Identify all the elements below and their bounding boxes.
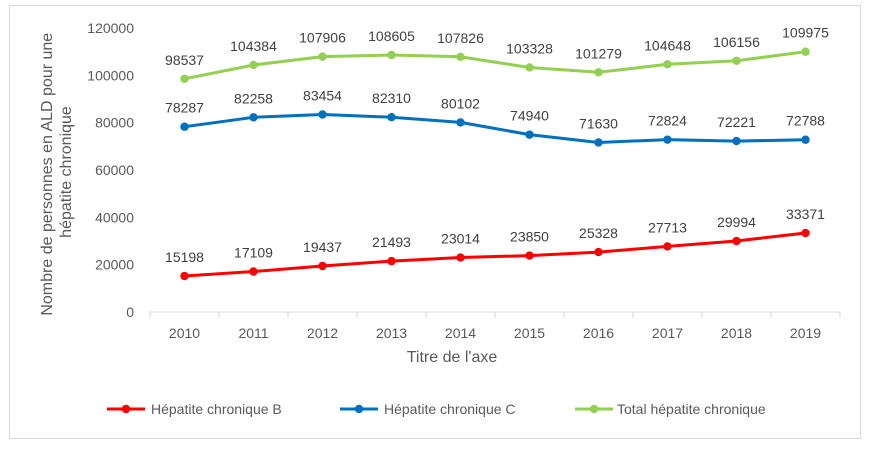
legend-swatch-marker: [354, 404, 364, 414]
data-label: 19437: [303, 239, 342, 255]
x-tick-label: 2019: [790, 325, 821, 341]
data-label: 101279: [575, 45, 622, 61]
data-point: [594, 68, 603, 77]
data-point: [732, 236, 741, 246]
x-tick-label: 2012: [307, 325, 338, 341]
data-point: [525, 251, 534, 260]
data-labels: 15198 17109 19437 21493 23014 23850 25328 27713…: [165, 25, 829, 265]
y-tick-label: 20000: [95, 257, 134, 273]
data-point: [180, 271, 189, 281]
y-tick-label: 80000: [95, 115, 134, 131]
series-lines: [180, 47, 810, 281]
series-line-2: [183, 113, 807, 144]
data-label: 23014: [441, 231, 480, 247]
data-label: 103328: [506, 40, 553, 56]
legend-item: Hépatite chronique B: [107, 401, 282, 417]
y-tick-label: 40000: [95, 209, 134, 225]
x-tick-label: 2010: [169, 325, 200, 341]
x-tick-label: 2011: [238, 325, 268, 341]
data-point: [732, 56, 741, 65]
data-label: 98537: [165, 52, 204, 68]
data-point: [387, 256, 396, 266]
data-point: [801, 228, 810, 238]
chart-frame: [9, 5, 861, 439]
data-point: [732, 136, 741, 146]
data-label: 71630: [579, 115, 618, 131]
data-label: 27713: [648, 219, 687, 235]
data-point: [249, 113, 258, 122]
x-axis-title: Titre de l'axe: [407, 349, 498, 366]
data-point: [456, 253, 465, 262]
data-point: [387, 112, 396, 122]
y-axis-title-line-1: Nombre de personnes en ALD pour une: [39, 33, 56, 316]
y-tick-label: 120000: [87, 20, 134, 36]
x-tick-label: 2017: [652, 325, 683, 341]
series-line-1: [183, 231, 807, 278]
data-point: [318, 110, 327, 119]
data-point: [249, 60, 258, 70]
y-axis-title-line-2: hépatite chronique: [58, 106, 75, 238]
legend: Hépatite chronique B Hépatite chronique C…: [107, 401, 766, 417]
data-label: 33371: [786, 206, 825, 222]
data-point: [249, 267, 258, 276]
data-label: 108605: [368, 28, 415, 44]
x-tick-label: 2013: [376, 325, 407, 341]
y-tick-label: 100000: [87, 67, 134, 83]
data-point: [456, 52, 465, 62]
data-point: [801, 47, 810, 56]
y-axis-title: Nombre de personnes en ALD pour une hépa…: [39, 28, 75, 315]
data-point: [801, 135, 810, 144]
data-label: 72824: [648, 113, 687, 129]
data-label: 106156: [713, 34, 760, 50]
data-point: [318, 261, 327, 271]
data-label: 74940: [510, 108, 549, 124]
data-label: 82258: [234, 90, 273, 106]
data-label: 72221: [717, 114, 756, 130]
data-label: 80102: [441, 95, 480, 111]
data-point: [594, 138, 603, 147]
data-label: 78287: [165, 100, 204, 116]
data-label: 21493: [372, 234, 411, 250]
data-point: [318, 52, 327, 61]
data-label: 82310: [372, 90, 411, 106]
legend-label: Total hépatite chronique: [617, 401, 766, 417]
x-tick-label: 2016: [583, 325, 614, 341]
series-line-3: [183, 50, 807, 81]
data-label: 83454: [303, 87, 342, 103]
data-label: 15198: [165, 249, 204, 265]
data-label: 72788: [786, 113, 825, 129]
data-label: 104384: [230, 38, 277, 54]
data-label: 107826: [437, 30, 484, 46]
data-point: [525, 130, 534, 139]
data-point: [180, 74, 189, 83]
data-point: [663, 242, 672, 251]
data-point: [663, 60, 672, 69]
data-label: 23850: [510, 229, 549, 245]
data-point: [594, 247, 603, 257]
axes: 2010 2011 2012 2013 2014 2015 2016 2017 2018 2019…: [87, 20, 841, 341]
y-tick-label: 60000: [95, 162, 134, 178]
data-label: 104648: [644, 37, 691, 53]
data-point: [180, 122, 189, 131]
data-point: [663, 135, 672, 144]
legend-swatch-marker: [121, 404, 131, 414]
data-label: 25328: [579, 225, 618, 241]
x-tick-label: 2018: [721, 325, 752, 341]
data-label: 29994: [717, 214, 756, 230]
legend-label: Hépatite chronique C: [384, 401, 516, 417]
legend-swatch-marker: [589, 404, 599, 414]
legend-item: Total hépatite chronique: [575, 401, 766, 417]
data-label: 109975: [782, 25, 829, 41]
y-tick-label: 0: [126, 304, 134, 320]
data-label: 107906: [299, 30, 346, 46]
x-tick-label: 2015: [514, 325, 545, 341]
data-label: 17109: [234, 245, 273, 261]
data-point: [387, 50, 396, 60]
data-point: [525, 63, 534, 72]
legend-item: Hépatite chronique C: [340, 401, 516, 417]
legend-label: Hépatite chronique B: [151, 401, 282, 417]
x-tick-label: 2014: [445, 325, 476, 341]
data-point: [456, 118, 465, 127]
